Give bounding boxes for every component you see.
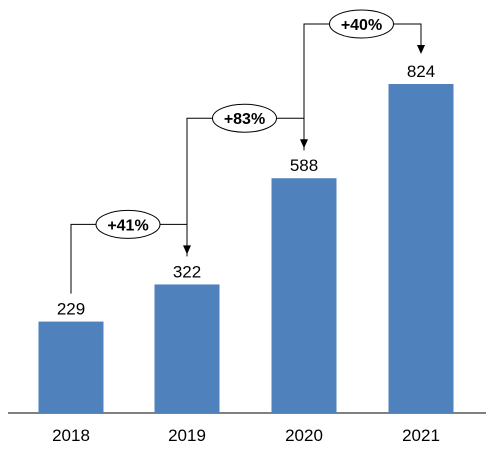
growth-label-1: +41% (107, 217, 148, 234)
value-label-2018: 229 (57, 300, 85, 319)
value-label-2021: 824 (407, 62, 435, 81)
growth-bubble-3 (329, 9, 394, 39)
bars-group (38, 84, 454, 413)
value-label-2020: 588 (290, 156, 318, 175)
x-tick-label-2019: 2019 (168, 426, 206, 445)
arrowhead-icon (417, 45, 425, 54)
bar-2020 (271, 178, 337, 413)
x-tick-labels-group: 2018 2019 2020 2021 (52, 426, 440, 445)
bar-2021 (388, 84, 454, 413)
growth-bubble-2 (212, 103, 277, 133)
bar-2019 (154, 284, 220, 413)
growth-label-2: +83% (224, 111, 265, 128)
value-labels-group: 229 322 588 824 (57, 62, 435, 319)
bar-2018 (38, 321, 104, 413)
growth-bubble-1 (95, 209, 161, 239)
x-tick-label-2021: 2021 (402, 426, 440, 445)
value-label-2019: 322 (173, 262, 201, 281)
x-tick-label-2018: 2018 (52, 426, 90, 445)
x-tick-label-2020: 2020 (285, 426, 323, 445)
growth-annotations-group: +41% +83% +40% (70, 9, 425, 294)
growth-label-3: +40% (341, 17, 382, 34)
